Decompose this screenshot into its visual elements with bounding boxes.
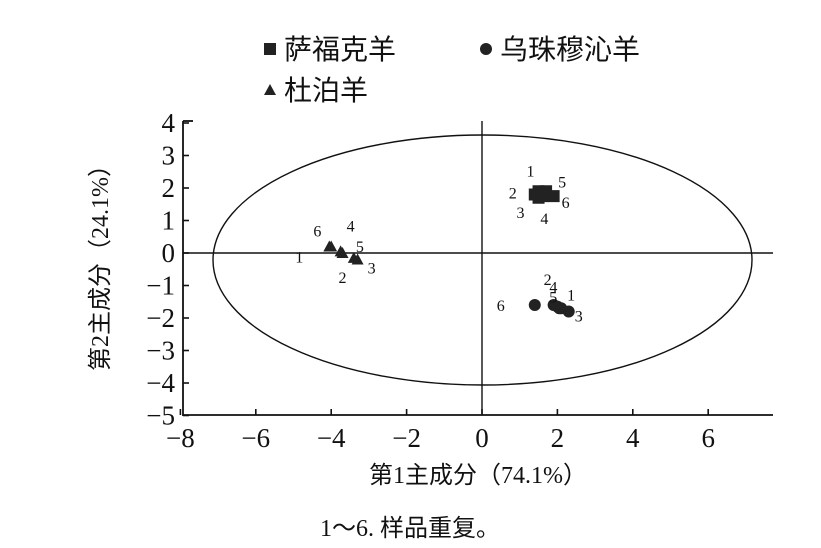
point-label: 2 — [544, 272, 552, 289]
point-label: 1 — [295, 250, 303, 267]
y-tick-label: 2 — [162, 173, 176, 203]
x-tick-label: −6 — [241, 423, 270, 453]
point-label: 5 — [558, 174, 566, 191]
point-label: 6 — [497, 298, 505, 315]
data-point-circle — [562, 305, 575, 318]
y-tick-label: 4 — [162, 108, 176, 138]
point-label: 3 — [517, 205, 525, 222]
series-circle: 12 3 45 6 — [497, 272, 583, 326]
point-label: 4 — [549, 280, 557, 297]
y-axis-label: 第2主成分（24.1%） — [87, 153, 114, 371]
point-label: 3 — [368, 261, 376, 278]
data-point-triangle — [334, 245, 347, 257]
data-point-square — [547, 190, 560, 203]
data-point-triangle — [323, 240, 336, 252]
point-label: 1 — [567, 287, 575, 304]
y-tick-label: −2 — [146, 303, 175, 333]
x-tick-label: −8 — [166, 423, 195, 453]
series-triangle: 1 2 3 45 6 — [295, 218, 375, 287]
point-label: 5 — [549, 289, 557, 306]
x-tick-label: 2 — [551, 423, 565, 453]
confidence-ellipse — [212, 134, 753, 386]
legend-marker-square — [264, 43, 276, 55]
x-axis-label: 第1主成分（74.1%） — [369, 462, 587, 489]
point-label: 6 — [562, 195, 570, 212]
point-label: 4 — [347, 218, 355, 235]
y-tick-label: −4 — [146, 368, 175, 398]
legend-marker-circle — [480, 43, 492, 55]
y-tick-label: −1 — [146, 271, 175, 301]
legend-label: 萨福克羊 — [284, 34, 396, 66]
point-label: 2 — [339, 270, 347, 287]
y-tick-label: −3 — [146, 336, 175, 366]
x-tick-label: 0 — [475, 423, 489, 453]
point-label: 3 — [575, 309, 583, 326]
data-point-triangle — [347, 251, 360, 263]
point-label: 1 — [527, 163, 535, 180]
figure-caption: 1～6. 样品重复。 — [320, 515, 500, 542]
legend-label: 杜泊羊 — [284, 75, 368, 107]
data-point-circle — [553, 302, 566, 315]
legend-label: 乌珠穆沁羊 — [500, 34, 640, 66]
x-tick-label: −4 — [317, 423, 346, 453]
point-label: 6 — [313, 224, 321, 241]
x-tick-label: −2 — [392, 423, 421, 453]
y-tick-label: 3 — [162, 141, 176, 171]
point-label: 2 — [509, 186, 517, 203]
x-tick-label: 6 — [701, 423, 715, 453]
x-tick-label: 4 — [626, 423, 640, 453]
y-tick-label: 1 — [162, 206, 176, 236]
series-square: 123 4 5 6 — [509, 163, 570, 228]
point-label: 5 — [356, 239, 364, 256]
data-point-circle — [528, 299, 541, 311]
y-tick-label: 0 — [162, 238, 176, 268]
legend-marker-triangle — [264, 84, 276, 95]
point-label: 4 — [540, 211, 548, 228]
y-tick-label: −5 — [146, 401, 175, 431]
